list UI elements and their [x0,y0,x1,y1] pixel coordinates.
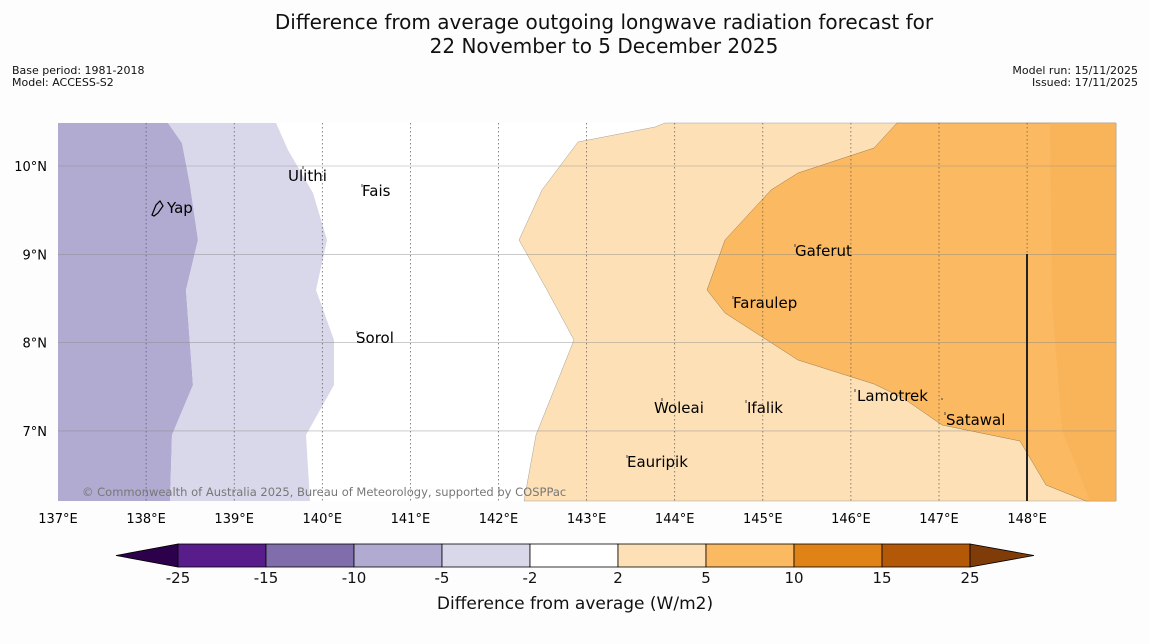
model-text: Model: ACCESS-S2 [12,76,114,89]
colorbar-segment [265,543,355,568]
longitude-tick-label: 141°E [391,512,431,527]
place-label: Ulithi [288,167,327,185]
place-labels: Ulithi Fais Yap Gaferut Faraulep Sorol L… [166,167,1005,471]
longitude-tick-label: 137°E [38,512,78,527]
colorbar-segment [177,543,267,568]
colorbar-tick-label: -2 [522,569,538,587]
longitude-tick-label: 143°E [567,512,607,527]
latitude-tick-label: 9°N [23,248,48,263]
colorbar-segment [353,543,443,568]
colorbar-tick-label: -10 [341,569,367,587]
contour-minus10-to-minus5 [58,123,198,501]
place-label: Satawal [946,411,1005,429]
place-label: Woleai [654,399,704,417]
longitude-tick-label: 148°E [1007,512,1047,527]
contour-plus5-to-plus10-band [1050,123,1116,501]
copyright-text: © Commonwealth of Australia 2025, Bureau… [82,485,566,499]
colorbar-tick-label: 10 [784,569,804,587]
place-label: Fais [362,182,391,200]
metadata-left: Base period: 1981-2018 Model: ACCESS-S2 [12,65,144,89]
colorbar-tick-label: -25 [165,569,191,587]
place-label: Gaferut [795,242,852,260]
colorbar-tick-label: 2 [613,569,623,587]
latitude-tick-labels: 10°N 9°N 8°N 7°N [14,160,47,440]
latitude-tick-label: 8°N [23,337,48,352]
colorbar-segment [441,543,531,568]
colorbar-tick-label: 15 [872,569,892,587]
title-line-1: Difference from average outgoing longwav… [274,10,934,34]
longitude-tick-label: 138°E [126,512,166,527]
colorbar-segment [529,543,619,568]
place-label: Ifalik [747,399,783,417]
longitude-tick-label: 147°E [919,512,959,527]
yap-island-shape [151,200,164,217]
place-label: Sorol [356,329,394,347]
colorbar-tick-label: 25 [960,569,980,587]
base-period-text: Base period: 1981-2018 [12,64,145,77]
place-label: Faraulep [733,294,797,312]
place-label: Lamotrek [857,387,928,405]
longitude-tick-label: 144°E [655,512,695,527]
longitude-tick-label: 139°E [214,512,254,527]
longitude-tick-label: 145°E [743,512,783,527]
colorbar-tick-label: -15 [253,569,279,587]
colorbar-segment [881,543,971,568]
colorbar-title: Difference from average (W/m2) [436,594,714,614]
island-dots [302,166,946,458]
longitude-tick-label: 140°E [303,512,343,527]
metadata-right: Model run: 15/11/2025 Issued: 17/11/2025 [1012,65,1138,89]
colorbar-tick-label: -5 [434,569,450,587]
colorbar-segment [617,543,707,568]
contour-minus5-to-minus2 [168,123,334,501]
colorbar-segment [705,543,795,568]
colorbar-segment [793,543,883,568]
gridlines [58,123,1116,501]
colorbar-over-arrow [969,543,1035,568]
longitude-tick-labels: 137°E 138°E 139°E 140°E 141°E 142°E 143°E 144°E… [38,512,1047,527]
latitude-tick-label: 7°N [23,425,48,440]
model-run-text: Model run: 15/11/2025 [1012,64,1138,77]
title-line-2: 22 November to 5 December 2025 [429,34,779,58]
latitude-tick-label: 10°N [14,160,47,175]
contour-plus5-to-plus10 [706,122,1117,502]
place-label: Eauripik [627,453,688,471]
colorbar [115,543,1035,568]
longitude-tick-label: 146°E [831,512,871,527]
colorbar-under-arrow [115,543,179,568]
issued-text: Issued: 17/11/2025 [1031,76,1138,89]
place-label: Yap [166,199,193,217]
colorbar-tick-label: 5 [701,569,711,587]
chart-title: Difference from average outgoing longwav… [0,10,1150,58]
longitude-tick-label: 142°E [479,512,519,527]
